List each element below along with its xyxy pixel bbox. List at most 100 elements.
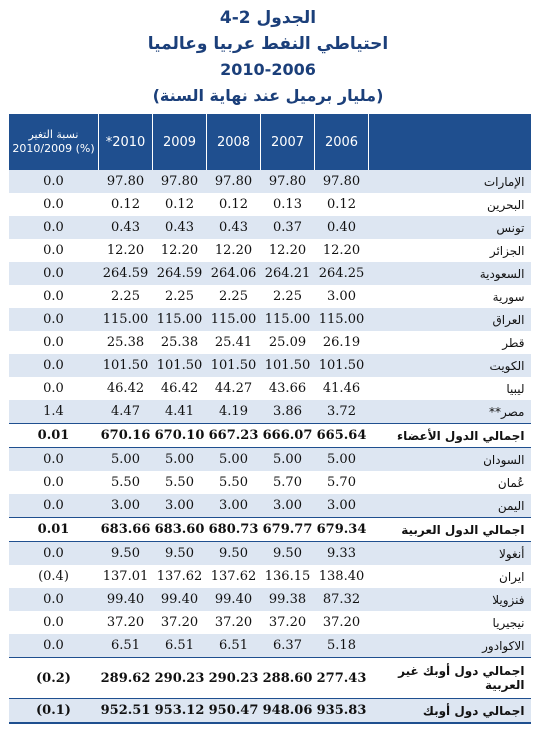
- value-cell: 136.15: [260, 565, 315, 588]
- value-cell: 3.72: [314, 400, 369, 424]
- value-cell: 115.00: [314, 308, 369, 331]
- value-cell: 5.00: [152, 447, 207, 471]
- value-cell: 0.43: [206, 216, 261, 239]
- change-cell: 0.0: [8, 447, 99, 471]
- value-cell: 2.25: [260, 285, 315, 308]
- value-cell: 115.00: [152, 308, 207, 331]
- value-cell: 37.20: [152, 611, 207, 634]
- value-cell: 277.43: [314, 657, 369, 699]
- table-number: الجدول 2-4: [219, 8, 317, 28]
- value-cell: 680.73: [206, 517, 261, 542]
- change-cell: 1.4: [8, 400, 99, 424]
- value-cell: 264.25: [314, 262, 369, 285]
- country-cell: قطر: [368, 331, 531, 354]
- total-row: (0.1) 952.51 953.12 950.47 948.06 935.83 اجمال…: [8, 698, 531, 724]
- value-cell: 97.80: [206, 170, 261, 193]
- change-cell: 0.0: [8, 377, 99, 400]
- value-cell: 41.46: [314, 377, 369, 400]
- value-cell: 3.00: [152, 494, 207, 518]
- table-unit: (مليار برميل عند نهاية السنة): [152, 86, 384, 105]
- country-cell: ليبيا: [368, 377, 531, 400]
- value-cell: 101.50: [98, 354, 153, 377]
- country-cell: مصر**: [368, 400, 531, 424]
- value-cell: 25.09: [260, 331, 315, 354]
- value-cell: 264.21: [260, 262, 315, 285]
- value-cell: 5.50: [152, 471, 207, 494]
- value-cell: 3.00: [260, 494, 315, 518]
- value-cell: 101.50: [152, 354, 207, 377]
- value-cell: 99.40: [206, 588, 261, 611]
- value-cell: 9.33: [314, 541, 369, 565]
- value-cell: 87.32: [314, 588, 369, 611]
- table-row: 0.0 264.59 264.59 264.06 264.21 264.25 السعودي…: [8, 262, 531, 285]
- value-cell: 99.38: [260, 588, 315, 611]
- value-cell: 4.47: [98, 400, 153, 424]
- value-cell: 12.20: [260, 239, 315, 262]
- value-cell: 26.19: [314, 331, 369, 354]
- value-cell: 5.18: [314, 634, 369, 658]
- change-cell: 0.0: [8, 588, 99, 611]
- country-cell: أنغولا: [368, 541, 531, 565]
- table-row: (0.4) 137.01 137.62 137.62 136.15 138.40 ايران: [8, 565, 531, 588]
- header-2009: 2009: [152, 114, 207, 170]
- value-cell: 37.20: [314, 611, 369, 634]
- table-row: 0.0 97.80 97.80 97.80 97.80 97.80 الإمارات: [8, 170, 531, 193]
- value-cell: 683.60: [152, 517, 207, 542]
- country-cell: الاكوادور: [368, 634, 531, 658]
- value-cell: 5.00: [314, 447, 369, 471]
- change-cell: 0.0: [8, 285, 99, 308]
- value-cell: 0.43: [98, 216, 153, 239]
- country-cell: الجزائر: [368, 239, 531, 262]
- value-cell: 935.83: [314, 698, 369, 724]
- table-row: 0.0 115.00 115.00 115.00 115.00 115.00 العراق: [8, 308, 531, 331]
- change-cell: 0.0: [8, 262, 99, 285]
- change-cell: 0.0: [8, 634, 99, 658]
- value-cell: 0.12: [98, 193, 153, 216]
- value-cell: 97.80: [98, 170, 153, 193]
- country-cell: اجمالي الدول العربية: [368, 517, 531, 542]
- value-cell: 3.00: [314, 494, 369, 518]
- value-cell: 97.80: [314, 170, 369, 193]
- change-cell: 0.0: [8, 471, 99, 494]
- change-cell: 0.0: [8, 541, 99, 565]
- table-row: 0.0 37.20 37.20 37.20 37.20 37.20 نيجيريا: [8, 611, 531, 634]
- country-cell: اجمالي دول أوبك: [368, 698, 531, 724]
- value-cell: 3.00: [206, 494, 261, 518]
- table-row: 0.0 0.43 0.43 0.43 0.37 0.40 تونس: [8, 216, 531, 239]
- country-cell: فنزويلا: [368, 588, 531, 611]
- value-cell: 665.64: [314, 423, 369, 448]
- value-cell: 9.50: [98, 541, 153, 565]
- value-cell: 37.20: [206, 611, 261, 634]
- value-cell: 2.25: [98, 285, 153, 308]
- value-cell: 97.80: [152, 170, 207, 193]
- value-cell: 137.62: [206, 565, 261, 588]
- table-row: 0.0 0.12 0.12 0.12 0.13 0.12 البحرين: [8, 193, 531, 216]
- value-cell: 683.66: [98, 517, 153, 542]
- country-cell: البحرين: [368, 193, 531, 216]
- value-cell: 6.51: [152, 634, 207, 658]
- table-row: 0.0 101.50 101.50 101.50 101.50 101.50 الكويت: [8, 354, 531, 377]
- value-cell: 0.12: [314, 193, 369, 216]
- value-cell: 25.38: [98, 331, 153, 354]
- country-cell: الإمارات: [368, 170, 531, 193]
- value-cell: 5.00: [98, 447, 153, 471]
- change-cell: 0.0: [8, 611, 99, 634]
- header-row: نسبة التغير 2010/2009 (%) *2010 2009 200…: [8, 114, 531, 170]
- country-cell: السعودية: [368, 262, 531, 285]
- change-cell: 0.0: [8, 308, 99, 331]
- value-cell: 952.51: [98, 698, 153, 724]
- value-cell: 46.42: [98, 377, 153, 400]
- value-cell: 37.20: [98, 611, 153, 634]
- table-row: 0.0 46.42 46.42 44.27 43.66 41.46 ليبيا: [8, 377, 531, 400]
- value-cell: 0.43: [152, 216, 207, 239]
- value-cell: 2.25: [206, 285, 261, 308]
- value-cell: 115.00: [98, 308, 153, 331]
- value-cell: 666.07: [260, 423, 315, 448]
- header-2006: 2006: [314, 114, 369, 170]
- value-cell: 0.13: [260, 193, 315, 216]
- table-row: 0.0 9.50 9.50 9.50 9.50 9.33 أنغولا: [8, 541, 531, 565]
- value-cell: 5.50: [98, 471, 153, 494]
- table-row: 0.0 99.40 99.40 99.40 99.38 87.32 فنزويلا: [8, 588, 531, 611]
- value-cell: 12.20: [314, 239, 369, 262]
